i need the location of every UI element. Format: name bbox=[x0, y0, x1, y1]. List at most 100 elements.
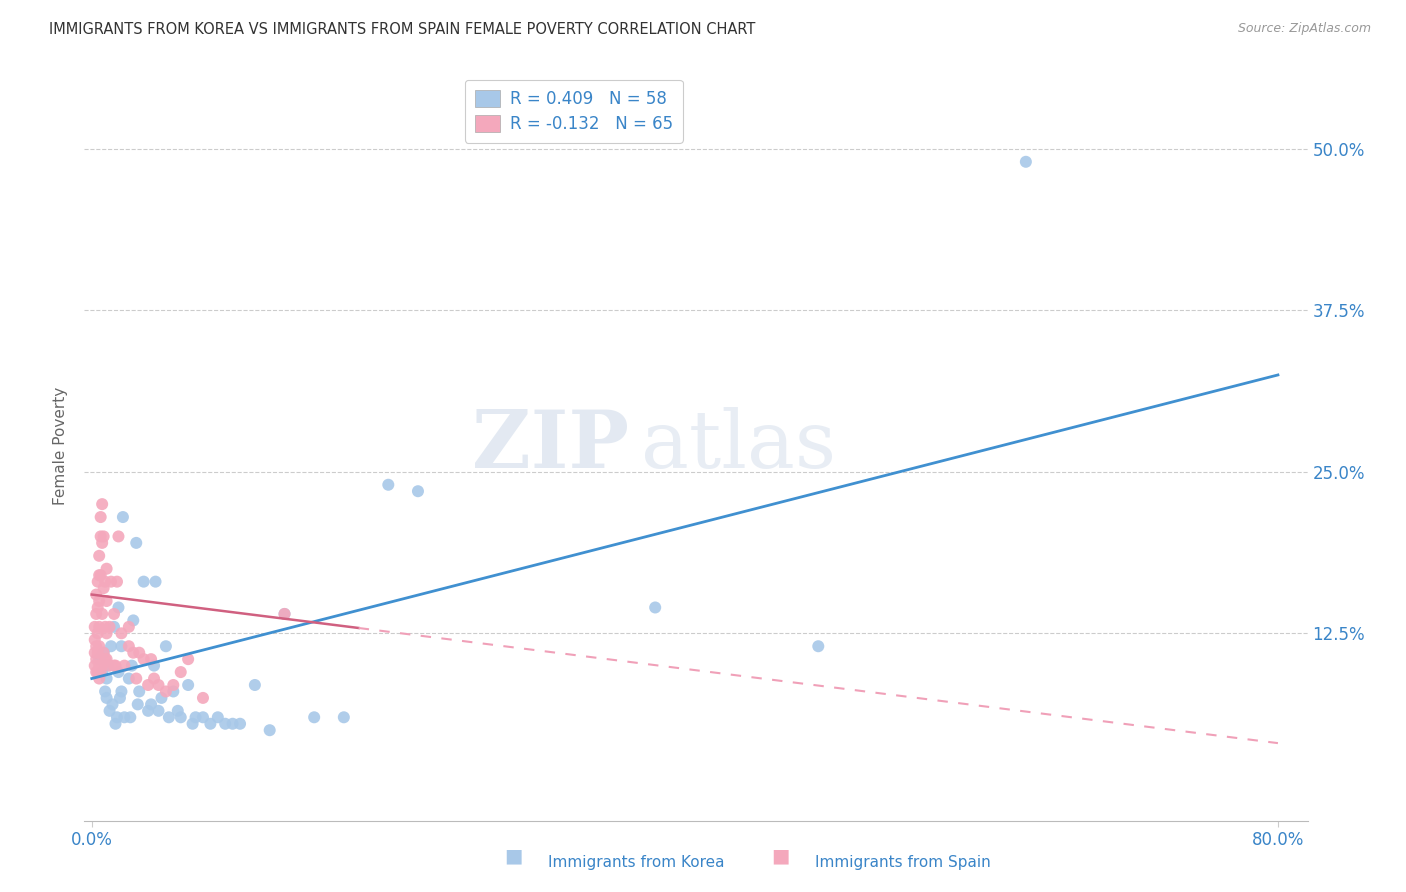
Point bbox=[122, 646, 145, 660]
Point bbox=[96, 626, 118, 640]
Point bbox=[94, 620, 117, 634]
Point bbox=[207, 710, 229, 724]
Point bbox=[243, 678, 266, 692]
Point bbox=[136, 704, 159, 718]
Point bbox=[90, 529, 112, 543]
Point bbox=[181, 716, 204, 731]
Point bbox=[94, 574, 117, 589]
Point bbox=[104, 716, 127, 731]
Point bbox=[89, 594, 111, 608]
Legend: R = 0.409   N = 58, R = -0.132   N = 65: R = 0.409 N = 58, R = -0.132 N = 65 bbox=[464, 79, 683, 143]
Point bbox=[259, 723, 281, 738]
Text: Immigrants from Spain: Immigrants from Spain bbox=[815, 855, 991, 870]
Point bbox=[84, 588, 107, 602]
Point bbox=[221, 716, 243, 731]
Point bbox=[191, 710, 214, 724]
Point bbox=[145, 574, 167, 589]
Point bbox=[155, 684, 177, 698]
Point bbox=[120, 710, 142, 724]
Point bbox=[127, 698, 149, 712]
Point bbox=[93, 646, 115, 660]
Point bbox=[91, 536, 114, 550]
Point bbox=[90, 510, 112, 524]
Point bbox=[148, 704, 170, 718]
Point bbox=[143, 658, 166, 673]
Point bbox=[107, 529, 129, 543]
Point bbox=[162, 684, 184, 698]
Point bbox=[84, 639, 107, 653]
Point bbox=[136, 678, 159, 692]
Point bbox=[107, 665, 129, 679]
Point bbox=[89, 672, 111, 686]
Point bbox=[83, 632, 105, 647]
Point bbox=[273, 607, 295, 621]
Point bbox=[229, 716, 252, 731]
Point bbox=[191, 690, 214, 705]
Point bbox=[125, 536, 148, 550]
Point bbox=[91, 665, 114, 679]
Point bbox=[112, 710, 135, 724]
Point bbox=[125, 672, 148, 686]
Point bbox=[97, 658, 120, 673]
Point bbox=[100, 639, 122, 653]
Point bbox=[302, 710, 325, 724]
Point bbox=[166, 704, 188, 718]
Point bbox=[103, 607, 125, 621]
Point bbox=[807, 639, 830, 653]
Point bbox=[105, 574, 128, 589]
Point bbox=[94, 652, 117, 666]
Text: ■: ■ bbox=[770, 847, 790, 865]
Point bbox=[128, 684, 150, 698]
Point bbox=[105, 710, 128, 724]
Point bbox=[91, 497, 114, 511]
Point bbox=[170, 665, 193, 679]
Point bbox=[139, 652, 162, 666]
Point bbox=[112, 658, 135, 673]
Point bbox=[93, 646, 115, 660]
Point bbox=[101, 698, 124, 712]
Text: ■: ■ bbox=[503, 847, 523, 865]
Point bbox=[122, 614, 145, 628]
Point bbox=[406, 484, 429, 499]
Point bbox=[118, 639, 141, 653]
Point bbox=[121, 658, 143, 673]
Text: atlas: atlas bbox=[641, 407, 837, 485]
Point bbox=[84, 652, 107, 666]
Point bbox=[91, 658, 114, 673]
Point bbox=[86, 626, 108, 640]
Point bbox=[273, 607, 295, 621]
Y-axis label: Female Poverty: Female Poverty bbox=[53, 387, 69, 505]
Point bbox=[132, 652, 155, 666]
Point bbox=[86, 665, 108, 679]
Point bbox=[98, 704, 121, 718]
Point bbox=[118, 672, 141, 686]
Point bbox=[162, 678, 184, 692]
Point bbox=[89, 568, 111, 582]
Point bbox=[98, 620, 121, 634]
Point bbox=[96, 562, 118, 576]
Point bbox=[89, 658, 111, 673]
Point bbox=[103, 620, 125, 634]
Point bbox=[90, 665, 112, 679]
Point bbox=[96, 594, 118, 608]
Text: IMMIGRANTS FROM KOREA VS IMMIGRANTS FROM SPAIN FEMALE POVERTY CORRELATION CHART: IMMIGRANTS FROM KOREA VS IMMIGRANTS FROM… bbox=[49, 22, 755, 37]
Point bbox=[143, 672, 166, 686]
Point bbox=[104, 658, 127, 673]
Point bbox=[83, 620, 105, 634]
Point bbox=[89, 549, 111, 563]
Point bbox=[86, 574, 108, 589]
Point bbox=[84, 665, 107, 679]
Point bbox=[94, 684, 117, 698]
Point bbox=[132, 574, 155, 589]
Point bbox=[377, 477, 399, 491]
Point bbox=[200, 716, 222, 731]
Point bbox=[108, 690, 131, 705]
Point bbox=[103, 658, 125, 673]
Point bbox=[84, 607, 107, 621]
Point bbox=[107, 600, 129, 615]
Point bbox=[170, 710, 193, 724]
Point bbox=[110, 639, 132, 653]
Point bbox=[157, 710, 180, 724]
Point bbox=[89, 620, 111, 634]
Point bbox=[177, 678, 200, 692]
